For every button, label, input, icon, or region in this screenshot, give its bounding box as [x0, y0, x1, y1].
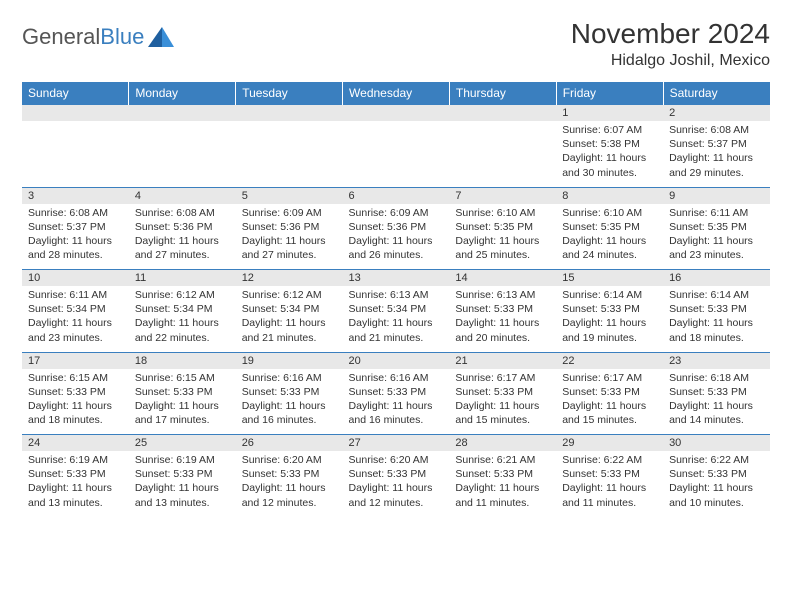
- day-number: 20: [343, 352, 450, 369]
- day-detail: Sunrise: 6:12 AMSunset: 5:34 PMDaylight:…: [236, 286, 343, 352]
- day-header-row: Sunday Monday Tuesday Wednesday Thursday…: [22, 82, 770, 105]
- day-number: 30: [663, 435, 770, 452]
- day-detail: Sunrise: 6:13 AMSunset: 5:33 PMDaylight:…: [449, 286, 556, 352]
- day-header: Saturday: [663, 82, 770, 105]
- daynum-row: 12: [22, 105, 770, 122]
- day-detail: Sunrise: 6:11 AMSunset: 5:35 PMDaylight:…: [663, 204, 770, 270]
- day-number: 12: [236, 270, 343, 287]
- day-number: 4: [129, 187, 236, 204]
- day-detail: Sunrise: 6:20 AMSunset: 5:33 PMDaylight:…: [236, 451, 343, 517]
- day-number: 5: [236, 187, 343, 204]
- day-detail: Sunrise: 6:19 AMSunset: 5:33 PMDaylight:…: [22, 451, 129, 517]
- day-number: 8: [556, 187, 663, 204]
- day-number: 19: [236, 352, 343, 369]
- day-detail: Sunrise: 6:17 AMSunset: 5:33 PMDaylight:…: [556, 369, 663, 435]
- day-detail: [22, 121, 129, 187]
- day-number: 2: [663, 105, 770, 122]
- day-number: 7: [449, 187, 556, 204]
- day-number: 1: [556, 105, 663, 122]
- day-detail: Sunrise: 6:21 AMSunset: 5:33 PMDaylight:…: [449, 451, 556, 517]
- day-number: [449, 105, 556, 122]
- title-block: November 2024 Hidalgo Joshil, Mexico: [571, 18, 770, 70]
- day-header: Monday: [129, 82, 236, 105]
- day-detail: Sunrise: 6:14 AMSunset: 5:33 PMDaylight:…: [663, 286, 770, 352]
- day-number: [22, 105, 129, 122]
- day-detail: Sunrise: 6:16 AMSunset: 5:33 PMDaylight:…: [343, 369, 450, 435]
- logo: GeneralBlue: [22, 24, 174, 50]
- day-header: Sunday: [22, 82, 129, 105]
- day-number: 26: [236, 435, 343, 452]
- day-number: 10: [22, 270, 129, 287]
- day-number: 6: [343, 187, 450, 204]
- day-number: 23: [663, 352, 770, 369]
- day-detail: Sunrise: 6:14 AMSunset: 5:33 PMDaylight:…: [556, 286, 663, 352]
- day-detail: Sunrise: 6:22 AMSunset: 5:33 PMDaylight:…: [556, 451, 663, 517]
- day-number: 16: [663, 270, 770, 287]
- detail-row: Sunrise: 6:15 AMSunset: 5:33 PMDaylight:…: [22, 369, 770, 435]
- day-number: 9: [663, 187, 770, 204]
- day-number: 29: [556, 435, 663, 452]
- day-header: Wednesday: [343, 82, 450, 105]
- day-detail: Sunrise: 6:16 AMSunset: 5:33 PMDaylight:…: [236, 369, 343, 435]
- day-detail: Sunrise: 6:15 AMSunset: 5:33 PMDaylight:…: [129, 369, 236, 435]
- calendar-body: 12Sunrise: 6:07 AMSunset: 5:38 PMDayligh…: [22, 105, 770, 518]
- day-detail: Sunrise: 6:07 AMSunset: 5:38 PMDaylight:…: [556, 121, 663, 187]
- day-detail: Sunrise: 6:15 AMSunset: 5:33 PMDaylight:…: [22, 369, 129, 435]
- day-number: [343, 105, 450, 122]
- day-header: Thursday: [449, 82, 556, 105]
- day-number: 24: [22, 435, 129, 452]
- day-header: Friday: [556, 82, 663, 105]
- detail-row: Sunrise: 6:07 AMSunset: 5:38 PMDaylight:…: [22, 121, 770, 187]
- daynum-row: 17181920212223: [22, 352, 770, 369]
- day-number: 21: [449, 352, 556, 369]
- day-number: 22: [556, 352, 663, 369]
- day-number: 15: [556, 270, 663, 287]
- header: GeneralBlue November 2024 Hidalgo Joshil…: [22, 18, 770, 70]
- day-number: 11: [129, 270, 236, 287]
- day-number: 17: [22, 352, 129, 369]
- day-number: 13: [343, 270, 450, 287]
- day-detail: [449, 121, 556, 187]
- day-number: [236, 105, 343, 122]
- day-number: 14: [449, 270, 556, 287]
- day-detail: Sunrise: 6:09 AMSunset: 5:36 PMDaylight:…: [236, 204, 343, 270]
- day-detail: Sunrise: 6:08 AMSunset: 5:36 PMDaylight:…: [129, 204, 236, 270]
- day-number: 18: [129, 352, 236, 369]
- day-detail: [236, 121, 343, 187]
- day-detail: [343, 121, 450, 187]
- logo-text: GeneralBlue: [22, 24, 144, 50]
- day-detail: [129, 121, 236, 187]
- day-detail: Sunrise: 6:22 AMSunset: 5:33 PMDaylight:…: [663, 451, 770, 517]
- location: Hidalgo Joshil, Mexico: [571, 52, 770, 70]
- detail-row: Sunrise: 6:08 AMSunset: 5:37 PMDaylight:…: [22, 204, 770, 270]
- day-detail: Sunrise: 6:12 AMSunset: 5:34 PMDaylight:…: [129, 286, 236, 352]
- month-title: November 2024: [571, 18, 770, 50]
- day-detail: Sunrise: 6:19 AMSunset: 5:33 PMDaylight:…: [129, 451, 236, 517]
- day-header: Tuesday: [236, 82, 343, 105]
- logo-word1: General: [22, 24, 100, 49]
- day-number: 27: [343, 435, 450, 452]
- day-number: [129, 105, 236, 122]
- detail-row: Sunrise: 6:11 AMSunset: 5:34 PMDaylight:…: [22, 286, 770, 352]
- day-number: 3: [22, 187, 129, 204]
- daynum-row: 3456789: [22, 187, 770, 204]
- day-detail: Sunrise: 6:18 AMSunset: 5:33 PMDaylight:…: [663, 369, 770, 435]
- daynum-row: 24252627282930: [22, 435, 770, 452]
- day-detail: Sunrise: 6:13 AMSunset: 5:34 PMDaylight:…: [343, 286, 450, 352]
- day-detail: Sunrise: 6:10 AMSunset: 5:35 PMDaylight:…: [449, 204, 556, 270]
- logo-triangle-icon: [148, 27, 174, 47]
- day-number: 25: [129, 435, 236, 452]
- calendar-table: Sunday Monday Tuesday Wednesday Thursday…: [22, 82, 770, 517]
- day-detail: Sunrise: 6:08 AMSunset: 5:37 PMDaylight:…: [663, 121, 770, 187]
- detail-row: Sunrise: 6:19 AMSunset: 5:33 PMDaylight:…: [22, 451, 770, 517]
- day-detail: Sunrise: 6:17 AMSunset: 5:33 PMDaylight:…: [449, 369, 556, 435]
- day-detail: Sunrise: 6:10 AMSunset: 5:35 PMDaylight:…: [556, 204, 663, 270]
- day-detail: Sunrise: 6:11 AMSunset: 5:34 PMDaylight:…: [22, 286, 129, 352]
- day-detail: Sunrise: 6:20 AMSunset: 5:33 PMDaylight:…: [343, 451, 450, 517]
- day-detail: Sunrise: 6:08 AMSunset: 5:37 PMDaylight:…: [22, 204, 129, 270]
- day-number: 28: [449, 435, 556, 452]
- daynum-row: 10111213141516: [22, 270, 770, 287]
- day-detail: Sunrise: 6:09 AMSunset: 5:36 PMDaylight:…: [343, 204, 450, 270]
- logo-word2: Blue: [100, 24, 144, 49]
